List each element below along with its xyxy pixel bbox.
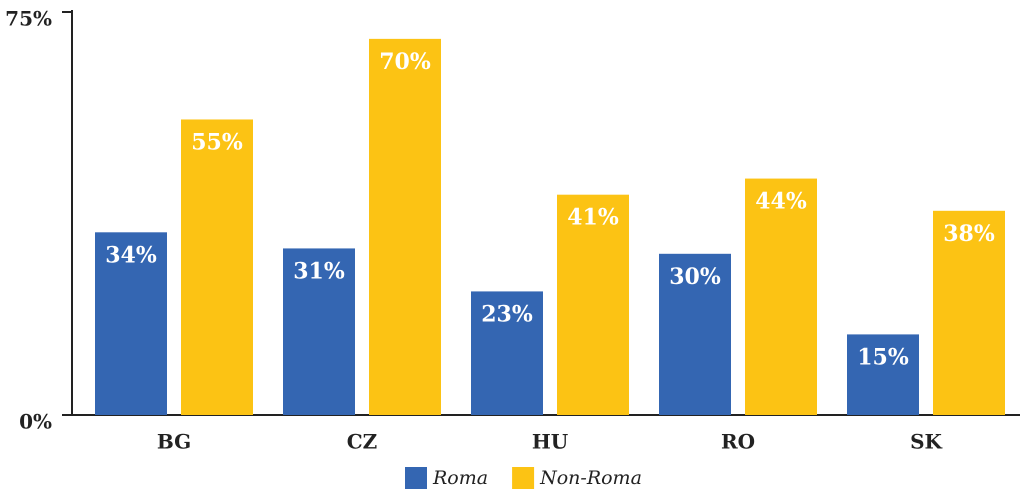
x-tick-label: BG bbox=[157, 430, 191, 454]
bar bbox=[181, 119, 253, 415]
bar bbox=[745, 178, 817, 415]
x-tick-label: CZ bbox=[347, 430, 378, 454]
bar bbox=[847, 334, 919, 415]
legend-swatch bbox=[405, 467, 427, 489]
bar bbox=[471, 291, 543, 415]
y-tick-label: 0% bbox=[19, 410, 52, 434]
data-label: 41% bbox=[567, 205, 619, 231]
data-label: 55% bbox=[191, 129, 243, 155]
data-label: 38% bbox=[943, 221, 995, 247]
x-tick-label: RO bbox=[721, 430, 755, 454]
y-tick-label: 75% bbox=[5, 7, 52, 31]
data-label: 15% bbox=[857, 344, 909, 370]
legend-swatch bbox=[512, 467, 535, 489]
bar bbox=[659, 253, 731, 415]
x-tick-label: SK bbox=[910, 430, 942, 454]
bar bbox=[95, 232, 167, 415]
data-label: 30% bbox=[669, 264, 721, 290]
x-tick-label: HU bbox=[532, 430, 568, 454]
data-label: 44% bbox=[755, 189, 807, 215]
bar bbox=[283, 248, 355, 415]
data-label: 34% bbox=[105, 242, 157, 268]
data-label: 23% bbox=[481, 301, 533, 327]
data-label: 70% bbox=[379, 49, 431, 75]
legend-label: Non-Roma bbox=[539, 467, 642, 489]
bar bbox=[557, 194, 629, 415]
bar bbox=[933, 210, 1005, 415]
bar bbox=[369, 38, 441, 415]
data-label: 31% bbox=[293, 258, 345, 284]
legend-label: Roma bbox=[432, 467, 488, 489]
